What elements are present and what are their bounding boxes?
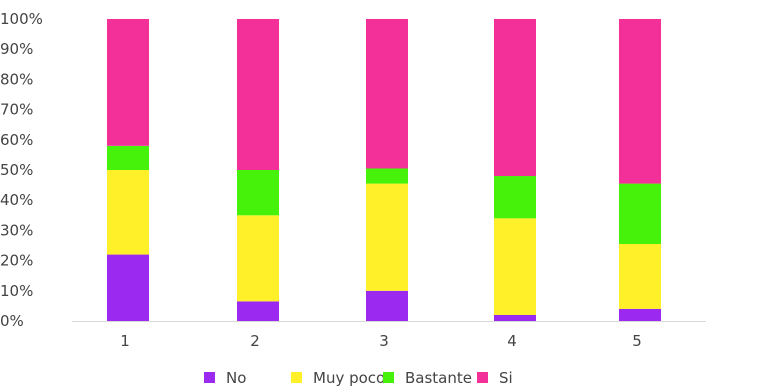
legend-label: No: [226, 369, 246, 387]
legend-label: Si: [499, 369, 513, 387]
bar-segment: [237, 215, 279, 302]
x-tick-label: 4: [507, 332, 517, 350]
y-tick-label: 30%: [0, 221, 33, 239]
x-tick-label: 1: [120, 332, 130, 350]
bar-segment: [107, 145, 149, 170]
bar-segment: [366, 183, 408, 291]
y-tick-label: 70%: [0, 101, 33, 119]
y-tick-label: 50%: [0, 161, 33, 179]
bar-segment: [619, 19, 661, 184]
bar-segment: [107, 19, 149, 146]
bars-layer: [107, 19, 661, 321]
bar-segment: [619, 183, 661, 244]
bar-segment: [366, 168, 408, 184]
legend-label: Muy poco: [313, 369, 385, 387]
y-tick-label: 90%: [0, 40, 33, 58]
y-tick-label: 100%: [0, 10, 43, 28]
bar-segment: [366, 290, 408, 321]
legend-label: Bastante: [405, 369, 472, 387]
legend: No Muy poco Bastante Si: [204, 369, 513, 387]
legend-swatch: [383, 372, 394, 383]
bar-segment: [237, 170, 279, 216]
bar-segment: [619, 243, 661, 309]
legend-swatch: [291, 372, 302, 383]
bar-segment: [107, 254, 149, 321]
x-tick-label: 5: [632, 332, 642, 350]
bar-segment: [494, 314, 536, 321]
bar-segment: [107, 170, 149, 255]
bar-segment: [494, 218, 536, 315]
bar-segment: [237, 301, 279, 321]
bar-segment: [494, 176, 536, 219]
y-tick-label: 80%: [0, 70, 33, 88]
axis-layer: 0% 10% 20% 30% 40% 50% 60% 70% 80% 90% 100% 1 2 3 4 5: [0, 10, 706, 350]
y-tick-label: 0%: [0, 312, 24, 330]
bar-segment: [366, 19, 408, 169]
bar-segment: [237, 19, 279, 170]
bar-segment: [619, 308, 661, 321]
legend-swatch: [204, 372, 215, 383]
x-tick-label: 2: [250, 332, 260, 350]
legend-swatch: [477, 372, 488, 383]
bar-segment: [494, 19, 536, 177]
y-tick-label: 40%: [0, 191, 33, 209]
y-tick-label: 60%: [0, 131, 33, 149]
x-tick-label: 3: [379, 332, 389, 350]
y-tick-label: 10%: [0, 282, 33, 300]
y-tick-label: 20%: [0, 252, 33, 270]
